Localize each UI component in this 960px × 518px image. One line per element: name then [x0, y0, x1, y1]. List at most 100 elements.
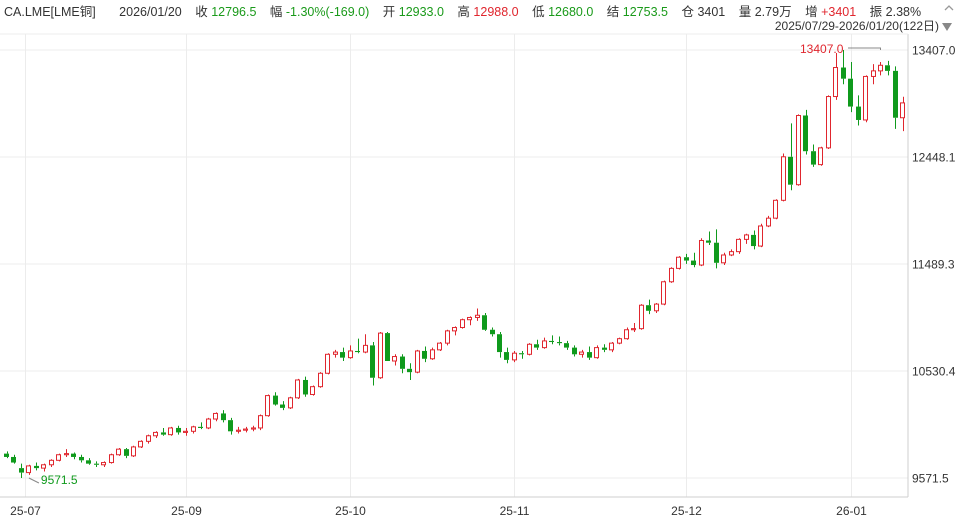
candle [26, 464, 31, 475]
candle-body [422, 350, 427, 359]
candle-body [602, 347, 607, 350]
x-tick-label: 25-11 [500, 504, 530, 518]
dropdown-triangle-icon [942, 22, 952, 31]
candle [841, 50, 846, 85]
candle-body [714, 242, 719, 263]
candle-body [363, 344, 368, 353]
candle [736, 238, 741, 254]
candle [564, 340, 569, 350]
candle [631, 323, 636, 332]
candle [587, 346, 592, 360]
candle-body [221, 413, 226, 421]
candle [34, 462, 39, 471]
candle [871, 64, 876, 85]
candle-body [460, 319, 465, 329]
amplitude-value: 2.38% [885, 5, 922, 19]
y-tick-label: 9571.5 [912, 472, 949, 486]
candle-body [183, 430, 188, 433]
candle-body [654, 303, 659, 312]
candle-body [691, 260, 696, 266]
candle-body [407, 368, 412, 373]
candle-body [228, 420, 233, 432]
candle-body [863, 75, 868, 121]
candle-body [669, 267, 674, 283]
candle-body [348, 350, 353, 359]
candle [198, 422, 203, 430]
candle-body [729, 251, 734, 256]
candle [661, 280, 666, 306]
candle-body [609, 342, 614, 351]
candle-body [131, 446, 136, 457]
candle-body [781, 156, 786, 201]
quote-header: CA.LME[LME铜] 2026/01/20 收 12796.5 幅 -1.3… [4, 1, 921, 19]
candle [109, 453, 114, 464]
candle-body [646, 305, 651, 311]
candle [542, 337, 547, 349]
collapse-icon[interactable] [944, 3, 954, 13]
candle [56, 453, 61, 462]
close-label: 收 [195, 5, 208, 19]
candle [490, 327, 495, 337]
x-tick-label: 25-10 [335, 504, 366, 518]
candle [407, 363, 412, 380]
candle [758, 223, 763, 248]
candle [885, 60, 890, 76]
candle [251, 425, 256, 432]
candle [534, 339, 539, 350]
candle-body [572, 347, 577, 355]
candle-body [788, 156, 793, 185]
y-tick-label: 13407.0 [912, 44, 956, 58]
candle-body [885, 65, 890, 71]
candle-body [378, 332, 383, 379]
candle-body [684, 257, 689, 261]
candle [400, 354, 405, 374]
candle [94, 461, 99, 468]
candle [691, 252, 696, 268]
candle [146, 434, 151, 444]
candle [863, 75, 868, 123]
candle [497, 331, 502, 358]
candle-body [519, 353, 524, 355]
candle [310, 385, 315, 396]
candle [744, 233, 749, 244]
candle-body [71, 453, 76, 457]
candle [288, 396, 293, 409]
candle-body [848, 78, 853, 107]
candle-body [153, 431, 158, 437]
candle-body [116, 448, 121, 456]
candle [766, 215, 771, 228]
candle-body [893, 70, 898, 118]
candle-body [773, 199, 778, 219]
high-value: 12988.0 [473, 5, 519, 19]
candle [602, 344, 607, 353]
candle [161, 427, 166, 436]
candle-body [803, 115, 808, 152]
candle [781, 153, 786, 202]
candle-body [191, 426, 196, 432]
high-label: 高 [457, 5, 470, 19]
candle [168, 426, 173, 436]
candle [557, 336, 562, 346]
candle-body [56, 454, 61, 461]
candle [437, 342, 442, 351]
candle [303, 376, 308, 397]
date-range-text: 2025/07/29-2026/01/20(122日) [774, 19, 939, 33]
candle [348, 345, 353, 359]
candle [833, 53, 838, 100]
candle [333, 349, 338, 358]
candle-body [303, 379, 308, 395]
candle-body [168, 427, 173, 436]
candle-body [138, 440, 143, 448]
candle-body [758, 225, 763, 247]
candle [445, 329, 450, 346]
candle-body [392, 356, 397, 362]
date-range-selector[interactable]: 2025/07/29-2026/01/20(122日) [775, 17, 952, 34]
x-tick-label: 25-09 [171, 504, 202, 518]
low-label: 低 [532, 5, 545, 19]
candle-body [161, 432, 166, 435]
candle [243, 426, 248, 433]
candle-body [617, 338, 622, 344]
candle-body [310, 386, 315, 395]
volume-label: 量 [738, 5, 752, 19]
candle-body [94, 463, 99, 465]
